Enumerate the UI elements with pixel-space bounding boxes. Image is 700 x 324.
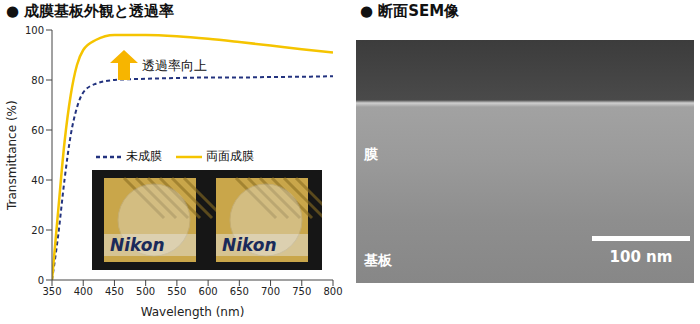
svg-text:700: 700 <box>261 286 280 297</box>
svg-text:40: 40 <box>31 175 44 186</box>
svg-text:Nikon: Nikon <box>110 235 165 255</box>
svg-text:450: 450 <box>105 286 124 297</box>
html-text:● 成膜基板外観と透過率: ● 成膜基板外観と透過率 <box>6 2 175 20</box>
svg-text:0: 0 <box>38 275 44 286</box>
svg-text:750: 750 <box>292 286 311 297</box>
svg-text:800: 800 <box>323 286 342 297</box>
svg-text:Transmittance (%): Transmittance (%) <box>5 100 19 211</box>
html-text:未成膜: 未成膜 <box>126 149 162 163</box>
svg-text:400: 400 <box>74 286 93 297</box>
html-text:膜: 膜 <box>364 146 378 162</box>
svg-text:550: 550 <box>167 286 186 297</box>
svg-text:60: 60 <box>31 125 44 136</box>
svg-text:500: 500 <box>136 286 155 297</box>
svg-text:80: 80 <box>31 75 44 86</box>
html-text:透過率向上: 透過率向上 <box>142 58 207 73</box>
html-text:● 断面SEM像: ● 断面SEM像 <box>360 2 460 20</box>
html-text:100 nm: 100 nm <box>609 248 673 266</box>
svg-text:650: 650 <box>230 286 249 297</box>
svg-text:350: 350 <box>42 286 61 297</box>
svg-text:20: 20 <box>31 225 44 236</box>
svg-text:600: 600 <box>199 286 218 297</box>
svg-text:Nikon: Nikon <box>222 235 277 255</box>
svg-text:100: 100 <box>25 25 44 36</box>
html-text:両面成膜: 両面成膜 <box>206 149 254 163</box>
svg-text:Wavelength (nm): Wavelength (nm) <box>141 305 245 319</box>
html-text:基板: 基板 <box>364 252 392 268</box>
